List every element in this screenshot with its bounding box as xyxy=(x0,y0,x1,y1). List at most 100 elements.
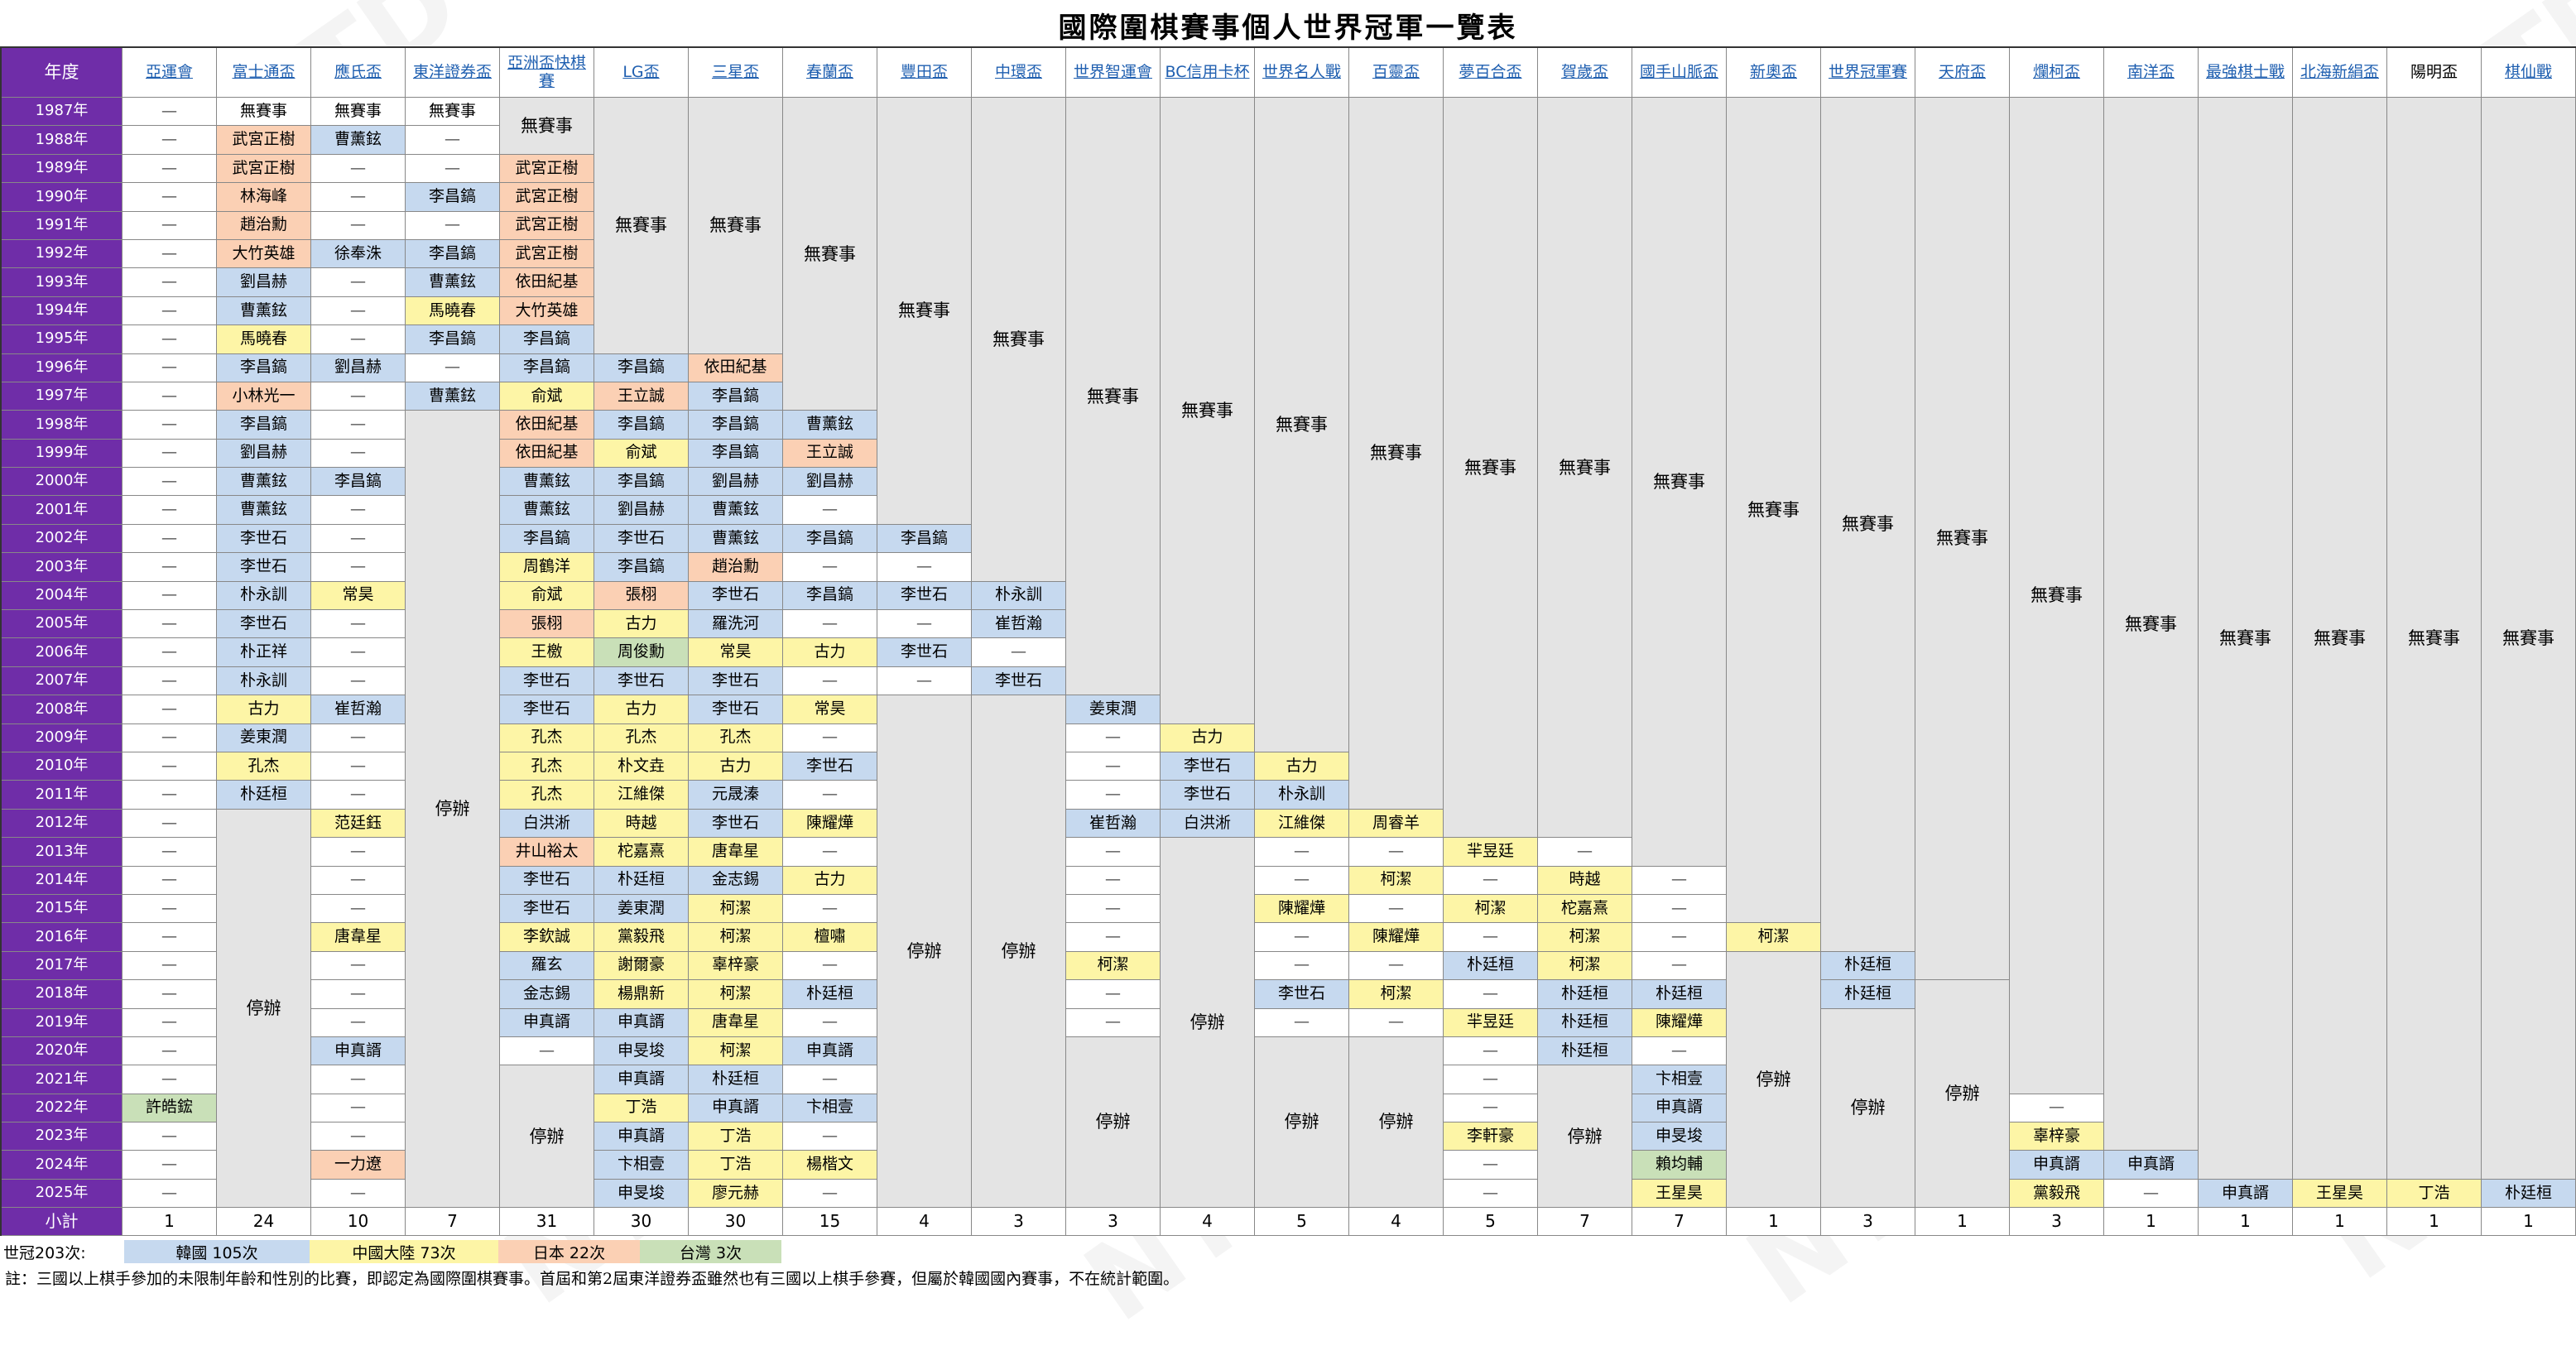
dash-cell: — xyxy=(1632,866,1727,895)
column-header-20[interactable]: 爛柯盃 xyxy=(2010,48,2104,98)
champion-cell: 朴永訓 xyxy=(217,581,311,611)
champion-cell: 朴廷桓 xyxy=(217,781,311,810)
column-header-11[interactable]: BC信用卡杯 xyxy=(1161,48,1255,98)
year-label: 2018年 xyxy=(2,980,123,1009)
dash-cell: — xyxy=(1066,838,1161,867)
column-header-25[interactable]: 棋仙戰 xyxy=(2482,48,2576,98)
champion-cell: 俞斌 xyxy=(500,382,594,411)
dash-cell: — xyxy=(311,439,406,469)
column-header-9[interactable]: 中環盃 xyxy=(972,48,1066,98)
champion-cell: 李世石 xyxy=(972,666,1066,696)
year-label: 2023年 xyxy=(2,1122,123,1151)
column-header-14[interactable]: 夢百合盃 xyxy=(1444,48,1538,98)
dash-cell: — xyxy=(311,411,406,440)
block-label: 無賽事 xyxy=(1066,98,1161,696)
column-header-19[interactable]: 天府盃 xyxy=(1915,48,2010,98)
champion-cell: 李昌鎬 xyxy=(500,524,594,554)
column-header-17[interactable]: 新奧盃 xyxy=(1727,48,1821,98)
column-header-21[interactable]: 南洋盃 xyxy=(2104,48,2199,98)
dash-cell: — xyxy=(2010,1094,2104,1123)
champion-cell: 卞相壹 xyxy=(594,1151,689,1180)
column-header-22[interactable]: 最強棋士戰 xyxy=(2199,48,2293,98)
dash-cell: — xyxy=(123,695,217,724)
column-header-2[interactable]: 應氏盃 xyxy=(311,48,406,98)
dash-cell: — xyxy=(783,951,877,981)
column-header-6[interactable]: 三星盃 xyxy=(689,48,783,98)
dash-cell: — xyxy=(123,1179,217,1209)
subtotal-value: 1 xyxy=(2199,1208,2293,1237)
dash-cell: — xyxy=(123,211,217,240)
dash-cell: — xyxy=(783,838,877,867)
column-header-4[interactable]: 亞洲盃快棋賽 xyxy=(500,48,594,98)
champion-cell: 李昌鎬 xyxy=(406,325,500,354)
champion-cell: 柯潔 xyxy=(689,923,783,952)
column-header-10[interactable]: 世界智運會 xyxy=(1066,48,1161,98)
champion-cell: 柁嘉熹 xyxy=(1538,894,1632,924)
dash-cell: — xyxy=(311,325,406,354)
dash-cell: — xyxy=(1255,923,1349,952)
column-header-12[interactable]: 世界名人戰 xyxy=(1255,48,1349,98)
column-header-15[interactable]: 賀歲盃 xyxy=(1538,48,1632,98)
dash-cell: — xyxy=(311,1008,406,1037)
champion-cell: 柯潔 xyxy=(689,980,783,1009)
champion-cell: 陳耀燁 xyxy=(1349,923,1444,952)
dash-cell: — xyxy=(783,1065,877,1094)
champion-cell: 李昌鎬 xyxy=(594,353,689,382)
champion-cell: 朴文垚 xyxy=(594,752,689,781)
champion-cell: 朴廷桓 xyxy=(1444,951,1538,981)
champion-cell: 姜東潤 xyxy=(217,723,311,752)
champion-cell: 劉昌赫 xyxy=(217,268,311,297)
dash-cell: — xyxy=(123,980,217,1009)
block-label: 無賽事 xyxy=(877,98,972,525)
champion-cell: 李世石 xyxy=(877,581,972,611)
subtotal-value: 1 xyxy=(2104,1208,2199,1237)
dash-cell: — xyxy=(311,1179,406,1209)
column-header-18[interactable]: 世界冠軍賽 xyxy=(1821,48,1915,98)
column-header-7[interactable]: 春蘭盃 xyxy=(783,48,877,98)
champion-cell: 李世石 xyxy=(1161,781,1255,810)
year-label: 2024年 xyxy=(2,1151,123,1180)
champion-cell: 羋昱廷 xyxy=(1444,1008,1538,1037)
year-label: 1990年 xyxy=(2,183,123,212)
champion-cell: 陳耀燁 xyxy=(1255,894,1349,924)
champion-cell: 俞斌 xyxy=(500,581,594,611)
champion-cell: 辜梓豪 xyxy=(689,951,783,981)
block-label: 無賽事 xyxy=(1821,98,1915,952)
dash-cell: — xyxy=(1066,866,1161,895)
champion-cell: 李軒豪 xyxy=(1444,1122,1538,1151)
champion-cell: 李世石 xyxy=(689,809,783,839)
dash-cell: — xyxy=(123,610,217,639)
champion-cell: 曹薰鉉 xyxy=(500,496,594,525)
year-label: 2014年 xyxy=(2,866,123,895)
column-header-5[interactable]: LG盃 xyxy=(594,48,689,98)
column-header-3[interactable]: 東洋證券盃 xyxy=(406,48,500,98)
dash-cell: — xyxy=(877,666,972,696)
champion-cell: 徐奉洙 xyxy=(311,239,406,269)
champion-cell: 朴廷桓 xyxy=(1632,980,1727,1009)
column-header-16[interactable]: 國手山脈盃 xyxy=(1632,48,1727,98)
column-header-23[interactable]: 北海新絹盃 xyxy=(2293,48,2387,98)
dash-cell: — xyxy=(311,951,406,981)
block-label: 停辦 xyxy=(406,411,500,1209)
dash-cell: — xyxy=(123,325,217,354)
champion-cell: 申真諝 xyxy=(2104,1151,2199,1180)
champion-cell: 俞斌 xyxy=(594,439,689,469)
column-header-1[interactable]: 富士通盃 xyxy=(217,48,311,98)
footnote: 註：三國以上棋手參加的未限制年齡和性別的比賽，即認定為國際圍棋賽事。首屆和第2屆… xyxy=(5,1270,1180,1288)
champion-cell: 大竹英雄 xyxy=(217,239,311,269)
column-header-0[interactable]: 亞運會 xyxy=(123,48,217,98)
year-label: 1996年 xyxy=(2,353,123,382)
champion-cell: 朴廷桓 xyxy=(1821,951,1915,981)
champion-cell: 依田紀基 xyxy=(500,411,594,440)
dash-cell: — xyxy=(1066,752,1161,781)
dash-cell: — xyxy=(311,1094,406,1123)
year-label: 1999年 xyxy=(2,439,123,469)
champion-cell: 孔杰 xyxy=(500,752,594,781)
dash-cell: — xyxy=(311,866,406,895)
dash-cell: — xyxy=(406,353,500,382)
champion-cell: 元晟溱 xyxy=(689,781,783,810)
dash-cell: — xyxy=(1444,1036,1538,1066)
champion-cell: 張栩 xyxy=(500,610,594,639)
column-header-13[interactable]: 百靈盃 xyxy=(1349,48,1444,98)
column-header-8[interactable]: 豐田盃 xyxy=(877,48,972,98)
